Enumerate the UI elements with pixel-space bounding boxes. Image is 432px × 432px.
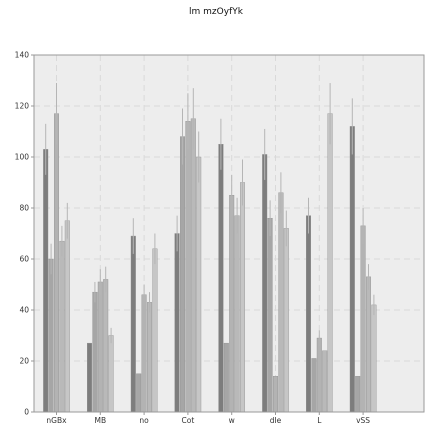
bar [371, 304, 377, 413]
bar [262, 154, 268, 413]
bar [229, 195, 235, 413]
x-tick-label: nGBx [46, 416, 67, 425]
bar [92, 291, 98, 413]
bar [360, 225, 366, 413]
bar [103, 279, 109, 413]
bar [316, 337, 322, 413]
y-tick-label: 120 [15, 102, 30, 111]
bar [152, 248, 158, 413]
plot-frame [33, 54, 425, 413]
y-tick-label: 80 [19, 204, 29, 213]
bar [86, 342, 92, 413]
bar [218, 144, 224, 413]
bar [239, 182, 245, 413]
y-tick-label: 140 [15, 51, 30, 60]
x-tick-label: w [229, 416, 235, 425]
bar [174, 233, 180, 413]
bar [130, 235, 136, 413]
bar [64, 220, 70, 413]
x-tick-label: vSS [356, 416, 370, 425]
bar [273, 376, 279, 413]
bar [179, 136, 185, 413]
x-tick-label: L [317, 416, 322, 425]
x-tick-label: no [139, 416, 149, 425]
bar [54, 113, 60, 413]
bar [43, 149, 49, 413]
y-tick-label: 40 [19, 306, 29, 315]
bar [267, 217, 273, 413]
bar [306, 215, 312, 413]
bar [355, 376, 361, 413]
bar [349, 126, 355, 413]
bar [278, 192, 284, 413]
bar [136, 373, 142, 413]
bar [322, 350, 328, 413]
bar [234, 215, 240, 413]
x-tick-label: dIe [270, 416, 282, 425]
bar [327, 113, 333, 413]
y-tick-label: 0 [24, 408, 29, 417]
bar [48, 258, 54, 413]
error-bars [45, 83, 375, 346]
bar [146, 302, 152, 413]
bars [43, 113, 377, 413]
y-tick-label: 60 [19, 255, 29, 264]
bar [223, 342, 229, 413]
y-tick-label: 20 [19, 357, 29, 366]
bar [196, 156, 202, 413]
bar [190, 118, 196, 413]
bar [97, 281, 103, 413]
x-tick-label: Cot [182, 416, 195, 425]
bar [59, 240, 65, 413]
bar [366, 276, 372, 413]
bar [141, 294, 147, 413]
y-tick-label: 100 [15, 153, 30, 162]
bar [185, 121, 191, 413]
bar [108, 335, 114, 413]
x-tick-label: MB [94, 416, 106, 425]
chart-title: lm mzOyfYk [189, 7, 243, 17]
bar [311, 358, 317, 413]
bar [283, 228, 289, 413]
